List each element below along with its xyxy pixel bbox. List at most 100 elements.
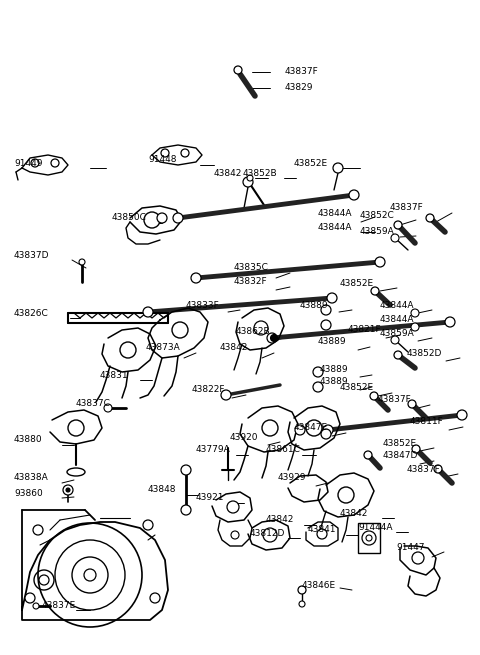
Circle shape <box>144 212 160 228</box>
Circle shape <box>25 593 35 603</box>
Circle shape <box>221 390 231 400</box>
Circle shape <box>457 410 467 420</box>
Text: 43847D: 43847D <box>383 451 419 460</box>
Circle shape <box>247 175 253 181</box>
Text: 43837F: 43837F <box>390 204 424 212</box>
Text: 43846E: 43846E <box>302 580 336 590</box>
Circle shape <box>371 287 379 295</box>
Circle shape <box>181 149 189 157</box>
Text: 43852E: 43852E <box>340 383 374 392</box>
Circle shape <box>317 529 327 539</box>
Circle shape <box>349 190 359 200</box>
Circle shape <box>445 317 455 327</box>
Circle shape <box>364 451 372 459</box>
Circle shape <box>434 465 442 473</box>
Circle shape <box>412 552 424 564</box>
Circle shape <box>33 525 43 535</box>
Text: 43852E: 43852E <box>383 438 417 447</box>
Text: 43841: 43841 <box>308 525 336 534</box>
Circle shape <box>66 488 70 492</box>
Circle shape <box>263 528 277 542</box>
Text: 43844A: 43844A <box>318 208 352 217</box>
Text: 43847E: 43847E <box>294 424 328 432</box>
Text: 43821F: 43821F <box>348 326 382 335</box>
Text: 43832F: 43832F <box>234 278 268 286</box>
Circle shape <box>366 535 372 541</box>
Text: 93860: 93860 <box>14 489 43 498</box>
Text: 43889: 43889 <box>320 377 348 386</box>
Text: 43889: 43889 <box>320 365 348 375</box>
Text: 43920: 43920 <box>230 432 259 441</box>
Circle shape <box>321 429 331 439</box>
Text: 43826C: 43826C <box>14 309 49 318</box>
Circle shape <box>172 322 188 338</box>
Circle shape <box>161 149 169 157</box>
Text: 43822F: 43822F <box>192 386 226 394</box>
Circle shape <box>254 321 268 335</box>
Circle shape <box>306 420 322 436</box>
Circle shape <box>120 342 136 358</box>
Text: 43921: 43921 <box>196 493 225 502</box>
Circle shape <box>299 601 305 607</box>
Circle shape <box>68 420 84 436</box>
Circle shape <box>150 593 160 603</box>
Circle shape <box>84 569 96 581</box>
Text: 43844A: 43844A <box>380 314 415 324</box>
Text: 43844A: 43844A <box>318 223 352 233</box>
Text: 91448: 91448 <box>148 155 177 164</box>
Text: 43842: 43842 <box>340 508 368 517</box>
Circle shape <box>234 66 242 74</box>
Circle shape <box>338 487 354 503</box>
Circle shape <box>104 404 112 412</box>
Text: 43862B: 43862B <box>236 328 271 337</box>
Circle shape <box>426 214 434 222</box>
Text: 43859A: 43859A <box>380 329 415 337</box>
Circle shape <box>394 221 402 229</box>
Circle shape <box>394 351 402 359</box>
Text: 43852E: 43852E <box>340 278 374 288</box>
Circle shape <box>267 333 277 343</box>
Circle shape <box>227 501 239 513</box>
Text: 43889: 43889 <box>318 337 347 346</box>
Text: 43837F: 43837F <box>407 464 441 474</box>
Circle shape <box>323 425 333 435</box>
Circle shape <box>143 307 153 317</box>
Text: 91449: 91449 <box>14 159 43 168</box>
Text: 43837E: 43837E <box>42 601 76 610</box>
Circle shape <box>231 531 239 539</box>
Circle shape <box>370 392 378 400</box>
Text: 43852D: 43852D <box>407 348 443 358</box>
Text: 43850C: 43850C <box>112 214 147 223</box>
Text: 91444A: 91444A <box>358 523 393 531</box>
Text: 43929: 43929 <box>278 474 307 483</box>
Text: 43861C: 43861C <box>266 445 301 455</box>
Circle shape <box>33 603 39 609</box>
Text: 43837C: 43837C <box>76 398 111 407</box>
Circle shape <box>313 382 323 392</box>
Text: 43852B: 43852B <box>243 168 277 178</box>
Circle shape <box>391 336 399 344</box>
Circle shape <box>243 177 253 187</box>
Circle shape <box>295 425 305 435</box>
Text: 43837F: 43837F <box>285 67 319 77</box>
Circle shape <box>391 234 399 242</box>
Circle shape <box>31 159 39 167</box>
Circle shape <box>181 505 191 515</box>
Text: 43837D: 43837D <box>14 250 49 259</box>
Text: 43852E: 43852E <box>294 159 328 168</box>
Circle shape <box>408 400 416 408</box>
Text: 43831: 43831 <box>100 371 129 379</box>
Circle shape <box>157 213 167 223</box>
Text: 43844A: 43844A <box>380 301 415 310</box>
Circle shape <box>262 420 278 436</box>
Text: 43829: 43829 <box>285 83 313 92</box>
Text: 43837F: 43837F <box>378 396 412 405</box>
Text: 91447: 91447 <box>396 542 424 552</box>
Circle shape <box>321 305 331 315</box>
Circle shape <box>412 445 420 453</box>
Text: 43811F: 43811F <box>410 417 444 426</box>
Circle shape <box>411 309 419 317</box>
Text: 43889: 43889 <box>300 301 329 310</box>
Circle shape <box>51 159 59 167</box>
Circle shape <box>327 293 337 303</box>
